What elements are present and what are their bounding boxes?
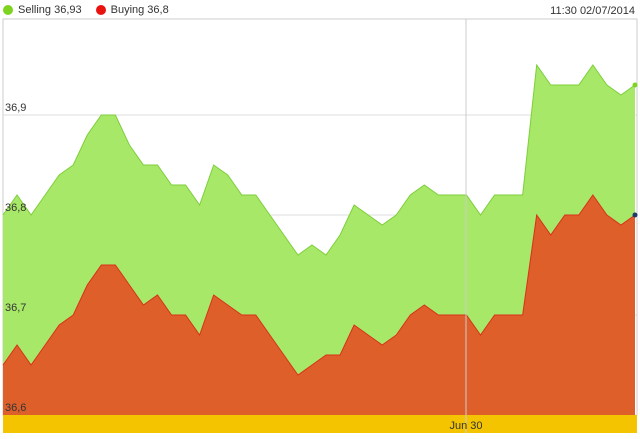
timestamp: 11:30 02/07/2014 <box>550 5 635 17</box>
y-tick-label: 36,6 <box>5 402 26 414</box>
point-selling[interactable] <box>632 82 638 88</box>
selling-label: Selling 36,93 <box>18 4 82 16</box>
selling-dot-icon <box>3 5 13 15</box>
legend-buying[interactable]: Buying 36,8 <box>95 4 169 16</box>
y-tick-label: 36,8 <box>5 202 26 214</box>
x-tick-label: Jun 30 <box>449 420 482 432</box>
navigator-band[interactable] <box>3 415 637 433</box>
point-buying[interactable] <box>632 212 638 218</box>
legend-selling[interactable]: Selling 36,93 <box>3 4 82 16</box>
buying-dot-icon <box>95 5 106 15</box>
area-buying <box>3 195 635 415</box>
line-selling <box>2 63 636 256</box>
line-buying <box>2 194 636 376</box>
y-tick-label: 36,9 <box>5 102 26 114</box>
legend: Selling 36,93 Buying 36,8 <box>3 4 183 16</box>
buying-label: Buying 36,8 <box>110 4 169 16</box>
y-tick-label: 36,7 <box>5 302 26 314</box>
